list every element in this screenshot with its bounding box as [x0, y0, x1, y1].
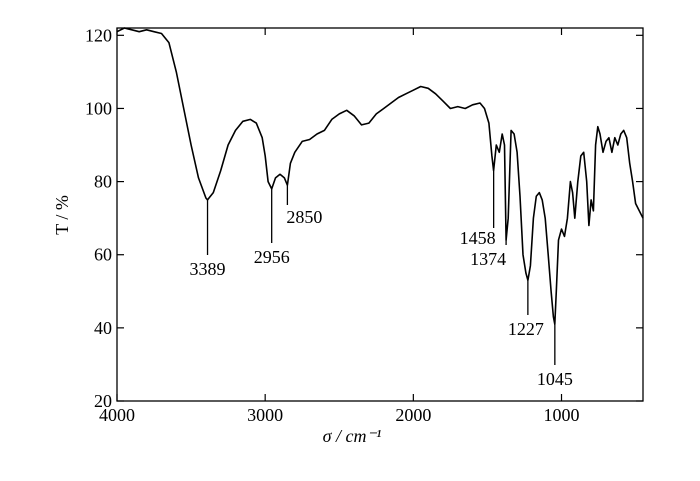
annotation-label: 2956 — [254, 247, 290, 267]
y-tick-label: 120 — [85, 25, 112, 45]
x-axis-label: σ / cm⁻¹ — [323, 426, 382, 446]
annotation-label: 1045 — [537, 369, 573, 389]
y-tick-label: 20 — [94, 391, 112, 411]
annotation-label: 1374 — [470, 249, 506, 269]
x-tick-label: 1000 — [544, 405, 580, 425]
annotation-label: 1458 — [460, 228, 496, 248]
y-tick-label: 40 — [94, 318, 112, 338]
y-tick-label: 100 — [85, 98, 112, 118]
x-tick-label: 3000 — [247, 405, 283, 425]
annotation-label: 1227 — [508, 319, 544, 339]
spectrum-line — [116, 27, 644, 325]
annotation-label: 3389 — [190, 259, 226, 279]
y-axis-label: T / % — [52, 195, 72, 235]
y-tick-label: 80 — [94, 172, 112, 192]
y-tick-label: 60 — [94, 245, 112, 265]
x-tick-label: 2000 — [395, 405, 431, 425]
plot-frame — [116, 27, 644, 402]
annotation-label: 2850 — [286, 207, 322, 227]
x-tick-label: 4000 — [99, 405, 135, 425]
